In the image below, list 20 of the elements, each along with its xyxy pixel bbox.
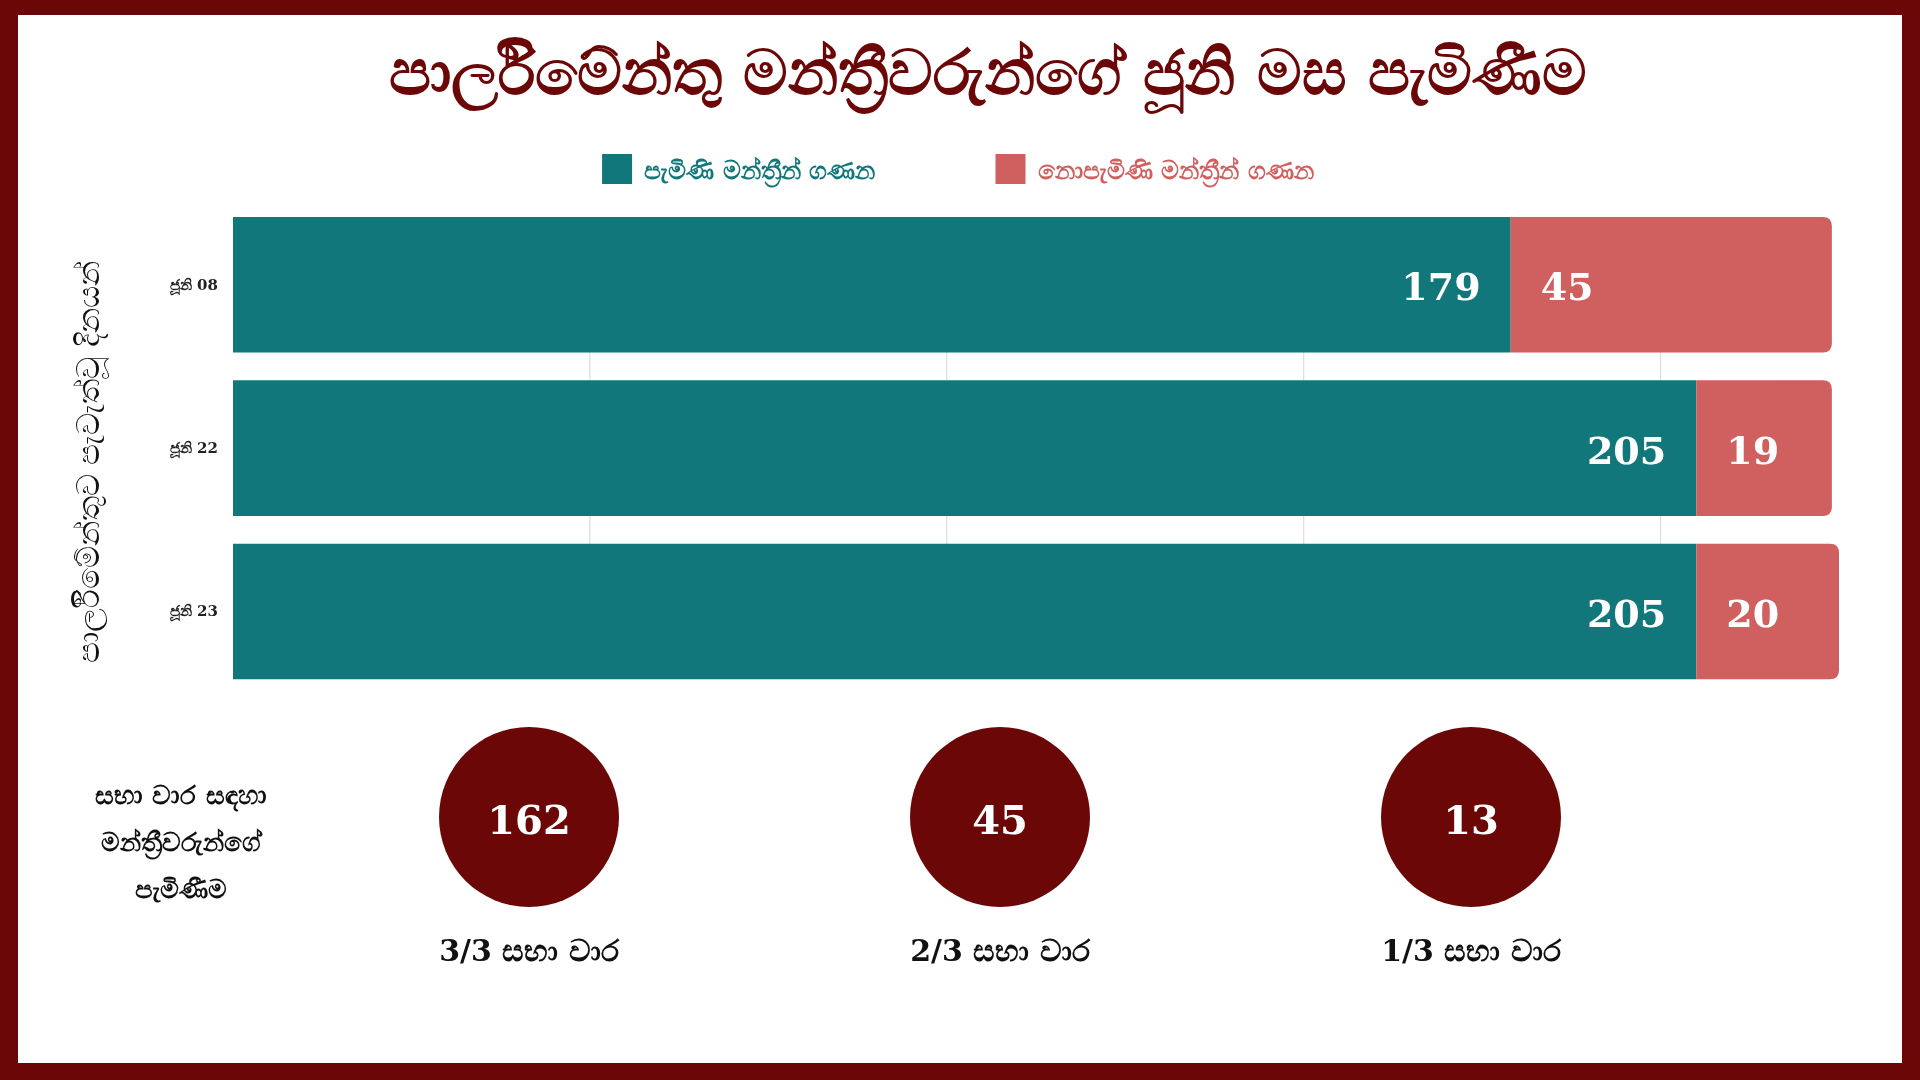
- data-label: 13: [1443, 795, 1499, 843]
- data-label: 205: [1586, 427, 1667, 473]
- data-label: 162: [487, 795, 571, 843]
- chart-title: පාර්ලිමේන්තු මන්ත්‍රීවරුන්ගේ ජූනි මස පැමිණීම: [388, 36, 1588, 114]
- data-label: 45: [972, 795, 1028, 843]
- data-label: 179: [1401, 264, 1481, 310]
- category-label: 3/3 සභා වාර: [439, 932, 620, 968]
- data-label: 20: [1726, 590, 1780, 636]
- y-tick-label: ජූනි 23: [169, 602, 218, 623]
- data-label: 45: [1540, 264, 1594, 310]
- legend-label: නොපැමිණි මන්ත්‍රීන් ගණන: [1037, 155, 1314, 188]
- data-label: 19: [1726, 427, 1780, 473]
- text: සභා වාර සඳහා මන්ත්‍රීවරුන්ගේ පැමිණීම: [94, 779, 268, 906]
- category-label: 2/3 සභා වාර: [910, 932, 1091, 968]
- legend-label: පැමිණි මන්ත්‍රීන් ගණන: [644, 155, 876, 188]
- data-label: 205: [1586, 590, 1667, 636]
- y-tick-label: ජූනි 08: [169, 275, 218, 296]
- y-axis-title: පාර්ලිමේන්තුව පැවැත්වූ දිනයන්: [70, 260, 109, 664]
- category-label: 1/3 සභා වාර: [1381, 932, 1562, 968]
- y-tick-label: ජූනි 22: [169, 439, 218, 460]
